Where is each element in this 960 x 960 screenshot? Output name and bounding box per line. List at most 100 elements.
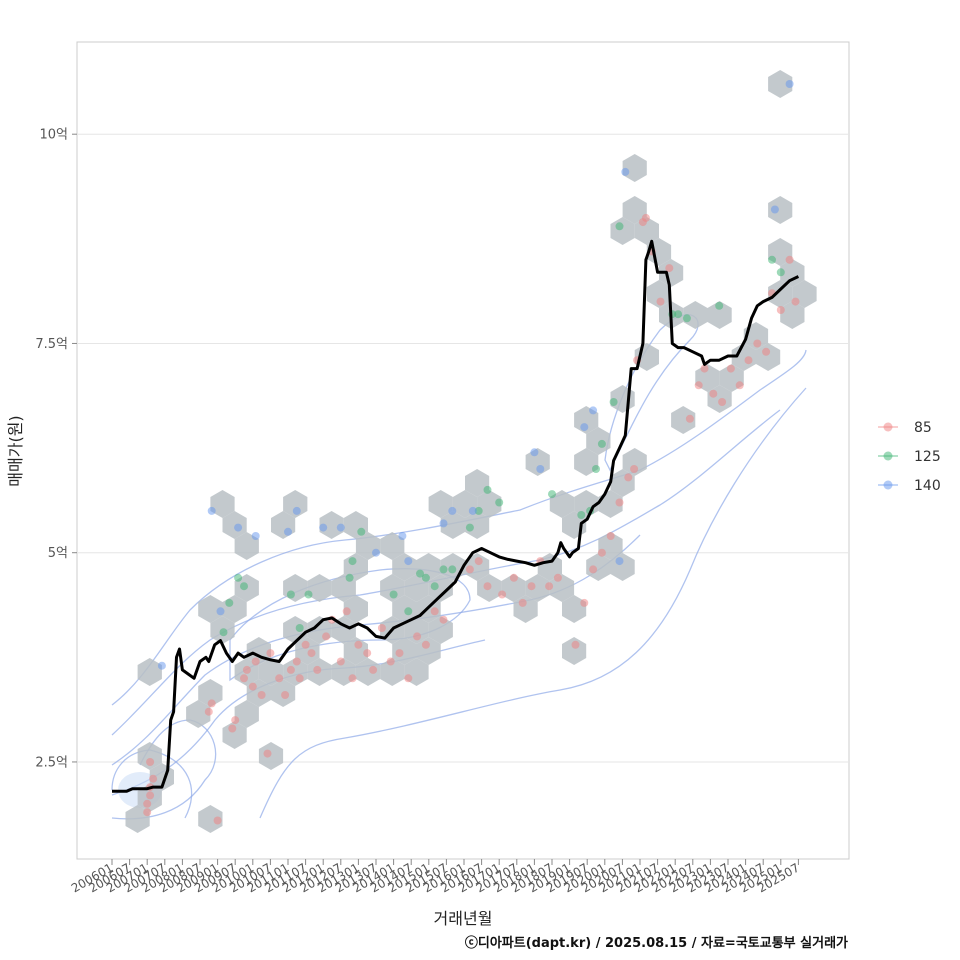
hexbin-cell <box>380 532 405 560</box>
data-point-140 <box>785 80 794 88</box>
hexbin-cell <box>343 595 368 623</box>
y-tick-label: 7.5억 <box>35 337 68 352</box>
y-axis-title: 매매가(원) <box>6 415 25 486</box>
legend-label: 85 <box>914 420 932 436</box>
data-point-140 <box>536 465 545 473</box>
hexbin-cell <box>646 280 672 308</box>
data-point-85 <box>413 632 422 641</box>
data-point-140 <box>439 519 448 528</box>
data-point-140 <box>580 423 589 432</box>
data-point-125 <box>597 439 606 448</box>
hexbin-cell <box>392 595 417 623</box>
data-point-85 <box>624 473 633 482</box>
data-point-140 <box>284 527 292 536</box>
hexbin-cell <box>586 427 611 455</box>
data-point-85 <box>700 364 709 373</box>
data-point-125 <box>609 398 618 406</box>
data-point-125 <box>430 582 439 591</box>
data-point-125 <box>240 582 248 591</box>
hexbin-cell <box>355 658 381 686</box>
data-point-125 <box>592 465 600 473</box>
data-point-85 <box>571 640 580 649</box>
data-point-85 <box>785 255 794 264</box>
data-point-85 <box>228 724 237 733</box>
hexbin-cell <box>562 595 587 623</box>
data-point-85 <box>527 582 536 591</box>
hexbin-cell <box>586 553 611 581</box>
data-point-125 <box>577 511 586 519</box>
data-point-140 <box>292 506 301 515</box>
hexbin-cell <box>198 805 223 833</box>
legend-label: 140 <box>914 478 941 494</box>
data-point-140 <box>468 506 477 515</box>
hexbin-cell <box>622 448 647 476</box>
hexbin-cell <box>404 574 429 602</box>
data-point-85 <box>421 640 430 649</box>
hexbin-cell <box>671 406 696 434</box>
data-point-85 <box>231 716 240 725</box>
hexbin-cell <box>404 616 429 644</box>
hexbin-cell <box>477 490 502 518</box>
data-point-85 <box>685 414 694 423</box>
data-point-85 <box>377 624 386 632</box>
data-point-85 <box>292 657 301 666</box>
data-point-85 <box>301 640 310 649</box>
hexbin-layer <box>125 70 817 833</box>
data-point-85 <box>753 339 762 348</box>
hexbin-cell <box>392 637 417 665</box>
hexbin-cell <box>780 259 805 287</box>
data-point-85 <box>275 674 284 683</box>
hexbin-cell <box>707 301 732 329</box>
hexbin-cell <box>198 595 223 623</box>
x-axis: 2006012006072007012007072008012008072009… <box>69 859 802 896</box>
hexbin-cell <box>768 196 793 224</box>
data-point-85 <box>240 674 248 683</box>
hexbin-cell <box>465 511 490 539</box>
density-contour <box>259 387 807 819</box>
hexbin-cell <box>137 742 162 770</box>
data-point-85 <box>286 665 295 674</box>
data-point-125 <box>295 624 304 632</box>
data-point-85 <box>615 498 624 507</box>
data-point-125 <box>357 527 366 536</box>
hexbin-cell <box>428 616 453 644</box>
data-point-125 <box>286 590 295 599</box>
data-point-85 <box>665 264 674 273</box>
data-point-85 <box>791 297 800 306</box>
hexbin-cell <box>549 490 575 518</box>
data-point-85 <box>213 816 222 825</box>
data-point-85 <box>589 565 598 574</box>
y-tick-label: 10억 <box>39 128 68 143</box>
data-point-125 <box>674 310 683 319</box>
data-point-85 <box>474 557 483 566</box>
hexbin-cell <box>525 574 550 602</box>
data-point-125 <box>348 557 357 566</box>
data-point-125 <box>404 607 413 616</box>
data-point-85 <box>363 649 372 658</box>
data-point-140 <box>448 506 457 515</box>
data-point-85 <box>143 799 152 808</box>
hexbin-cell <box>234 700 259 728</box>
data-point-85 <box>251 657 260 666</box>
data-point-85 <box>630 465 639 473</box>
data-point-85 <box>395 649 404 658</box>
hexbin-cell <box>428 490 453 518</box>
data-point-140 <box>336 523 345 532</box>
data-point-85 <box>369 665 378 674</box>
data-point-85 <box>735 381 744 390</box>
data-point-125 <box>416 569 424 578</box>
data-point-125 <box>234 573 243 582</box>
data-point-85 <box>257 691 266 699</box>
legend-key-point <box>883 422 893 432</box>
data-point-85 <box>430 607 439 616</box>
data-point-85 <box>342 607 351 616</box>
hexbin-cell <box>428 574 453 602</box>
data-point-140 <box>216 607 225 616</box>
data-point-140 <box>621 167 630 176</box>
legend: 85 125 140 <box>878 420 941 494</box>
density-contour <box>111 349 807 706</box>
hexbin-cell <box>683 301 708 329</box>
legend-key-point <box>883 451 893 461</box>
density-contour <box>111 719 217 820</box>
data-point-85 <box>465 565 474 574</box>
